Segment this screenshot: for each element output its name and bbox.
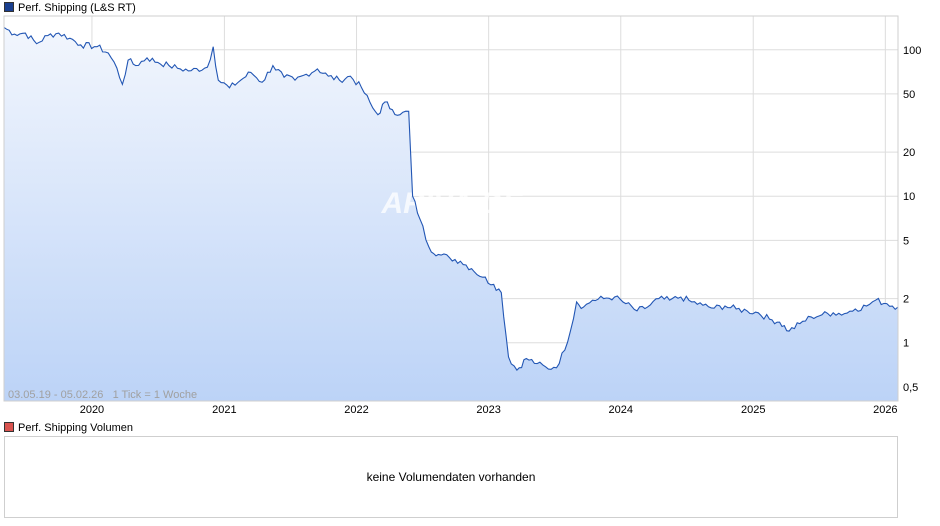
- price-legend-label: Perf. Shipping (L&S RT): [18, 2, 136, 14]
- volume-legend-swatch: [4, 422, 14, 432]
- volume-panel: keine Volumendaten vorhanden: [4, 436, 898, 518]
- x-tick-label: 2024: [609, 404, 633, 416]
- price-legend: Perf. Shipping (L&S RT): [4, 1, 136, 15]
- y-tick-label: 0,5: [903, 382, 918, 394]
- y-tick-label: 10: [903, 191, 915, 203]
- volume-legend-label: Perf. Shipping Volumen: [18, 422, 133, 434]
- y-tick-label: 50: [903, 89, 915, 101]
- y-tick-label: 20: [903, 147, 915, 159]
- x-axis-labels: 2020 2021 2022 2023 2024 2025 2026: [80, 404, 898, 416]
- y-tick-label: 5: [903, 235, 909, 247]
- x-tick-label: 2025: [741, 404, 765, 416]
- y-axis-labels: 0,5 1 2 5 10 20 50 100: [903, 45, 921, 394]
- y-tick-label: 2: [903, 294, 909, 306]
- price-legend-swatch: [4, 2, 14, 12]
- y-tick-label: 1: [903, 338, 909, 350]
- watermark: ARIVA.DE: [380, 187, 523, 220]
- price-area: [4, 27, 898, 401]
- plot-border: [3, 15, 899, 402]
- x-tick-label: 2022: [344, 404, 368, 416]
- price-line: [4, 26, 898, 371]
- x-tick-label: 2021: [212, 404, 236, 416]
- date-range-info: 03.05.19 - 05.02.26 1 Tick = 1 Woche: [8, 389, 197, 401]
- volume-legend: Perf. Shipping Volumen: [4, 421, 133, 435]
- y-tick-label: 100: [903, 45, 921, 57]
- x-tick-label: 2020: [80, 404, 104, 416]
- x-tick-label: 2023: [476, 404, 500, 416]
- volume-empty-message: keine Volumendaten vorhanden: [366, 470, 536, 484]
- x-tick-label: 2026: [873, 404, 897, 416]
